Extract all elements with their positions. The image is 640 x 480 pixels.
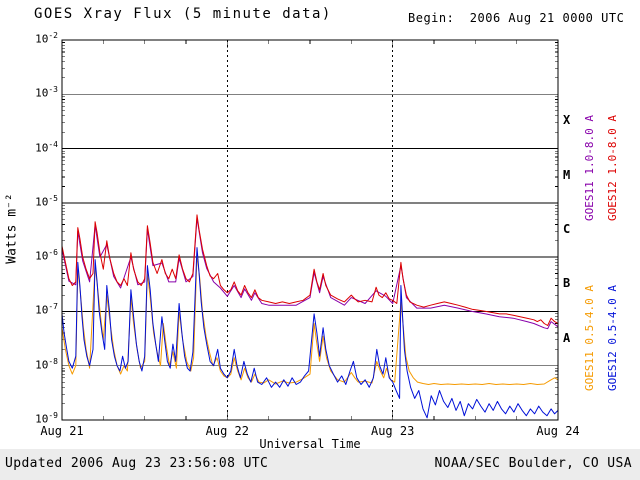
updated-timestamp-label: Updated 2006 Aug 23 23:56:08 UTC	[5, 456, 269, 471]
flare-class-label-x: X	[563, 113, 571, 128]
y-tick-label: 10-5	[35, 193, 58, 209]
begin-label: Begin: 2006 Aug 21 0000 UTC	[408, 11, 625, 25]
flare-class-label-m: M	[563, 167, 571, 182]
x-tick-label: Aug 21	[40, 424, 84, 438]
series-line-goes11-1-0-8-0-a	[62, 217, 558, 330]
y-tick-label: 10-4	[35, 139, 58, 155]
flare-class-label-a: A	[563, 330, 571, 345]
x-tick-label: Aug 24	[536, 424, 580, 438]
legend-label-goes11-0-5-4-0-a: GOES11 0.5-4.0 A	[583, 285, 596, 391]
x-tick-label: Aug 22	[205, 424, 249, 438]
y-tick-label: 10-3	[35, 85, 58, 100]
flare-class-label-b: B	[563, 276, 571, 291]
series-line-goes12-1-0-8-0-a	[62, 214, 558, 326]
x-tick-label: Aug 23	[370, 424, 415, 438]
plot-border	[61, 39, 559, 421]
series-line-goes12-0-5-4-0-a	[62, 247, 558, 419]
series-line-goes11-0-5-4-0-a	[62, 254, 558, 385]
y-tick-label: 10-2	[35, 31, 58, 46]
y-tick-label: 10-9	[35, 411, 58, 426]
credit-label: NOAA/SEC Boulder, CO USA	[434, 456, 632, 471]
flare-class-label-c: C	[563, 222, 571, 236]
y-tick-label: 10-6	[35, 248, 58, 263]
legend-label-goes12-0-5-4-0-a: GOES12 0.5-4.0 A	[606, 285, 619, 391]
footer-band	[0, 449, 640, 480]
y-tick-label: 10-8	[35, 356, 58, 372]
chart-title: GOES Xray Flux (5 minute data)	[34, 6, 332, 22]
y-tick-label: 10-7	[35, 302, 58, 318]
x-axis-label: Universal Time	[259, 437, 361, 451]
